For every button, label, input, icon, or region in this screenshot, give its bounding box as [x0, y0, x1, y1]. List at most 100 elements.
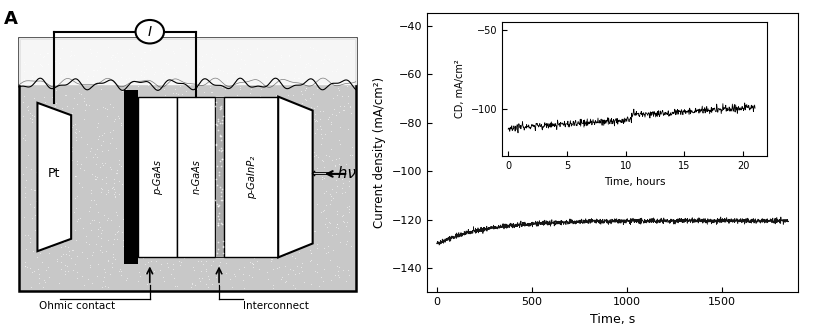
Point: [152, 111, 165, 116]
Point: [52, 232, 65, 237]
Point: [204, 169, 217, 174]
Point: [137, 255, 150, 261]
Point: [274, 135, 287, 140]
Point: [233, 110, 246, 115]
Point: [332, 265, 345, 270]
Point: [20, 165, 33, 170]
Point: [275, 54, 288, 59]
Point: [50, 87, 63, 93]
Text: A: A: [4, 10, 18, 28]
Point: [309, 111, 322, 116]
Point: [138, 261, 151, 267]
Point: [37, 239, 50, 244]
Point: [300, 61, 313, 66]
Point: [319, 221, 332, 226]
Point: [278, 229, 291, 235]
Point: [164, 155, 177, 160]
Point: [155, 184, 168, 189]
Point: [173, 97, 186, 102]
Point: [44, 215, 57, 220]
Point: [336, 186, 349, 191]
Point: [18, 137, 31, 142]
Point: [125, 51, 138, 56]
Point: [320, 188, 333, 194]
Point: [190, 152, 203, 157]
Point: [204, 225, 217, 230]
Point: [226, 70, 239, 76]
Point: [116, 88, 129, 94]
Point: [175, 106, 188, 112]
Point: [122, 132, 135, 138]
Point: [33, 215, 46, 220]
Point: [267, 126, 280, 131]
Point: [173, 45, 186, 50]
Point: [282, 101, 295, 106]
Point: [207, 195, 220, 200]
Point: [141, 260, 154, 265]
Point: [37, 185, 50, 190]
Point: [55, 245, 68, 250]
Point: [82, 208, 95, 214]
Point: [216, 270, 229, 275]
Point: [105, 185, 118, 191]
Point: [185, 285, 198, 290]
Point: [259, 126, 272, 131]
Point: [287, 158, 300, 163]
Point: [271, 204, 284, 209]
Point: [56, 222, 69, 227]
Point: [153, 225, 166, 231]
Point: [210, 250, 223, 256]
Point: [117, 238, 130, 243]
Point: [290, 166, 303, 171]
Point: [86, 79, 99, 85]
Point: [323, 56, 336, 62]
Point: [102, 147, 115, 152]
X-axis label: Time, hours: Time, hours: [604, 177, 665, 187]
Point: [90, 176, 103, 181]
Point: [242, 83, 255, 88]
Point: [31, 197, 44, 202]
Point: [249, 245, 262, 251]
Point: [114, 75, 127, 80]
Point: [103, 76, 116, 81]
Point: [64, 113, 77, 118]
Point: [174, 150, 187, 155]
Point: [271, 70, 284, 75]
Point: [209, 103, 222, 108]
Point: [293, 218, 306, 224]
Point: [323, 201, 336, 206]
Point: [177, 217, 190, 223]
Point: [251, 45, 264, 51]
Point: [245, 86, 258, 91]
Point: [208, 193, 221, 198]
Point: [163, 104, 176, 110]
Point: [83, 220, 96, 226]
Point: [55, 235, 68, 240]
Point: [51, 136, 64, 141]
Point: [254, 139, 267, 145]
Point: [50, 161, 63, 167]
Point: [164, 192, 177, 198]
Point: [175, 153, 188, 158]
Point: [298, 136, 311, 141]
Point: [157, 279, 170, 284]
Point: [311, 154, 324, 160]
Point: [57, 146, 70, 152]
Point: [17, 76, 30, 81]
Point: [160, 60, 173, 66]
Point: [48, 103, 61, 109]
Point: [135, 170, 148, 175]
Point: [295, 229, 308, 235]
Point: [170, 69, 183, 74]
Point: [114, 122, 127, 128]
Point: [195, 258, 208, 263]
Point: [291, 75, 304, 81]
Point: [271, 80, 284, 85]
Point: [112, 192, 125, 197]
Point: [167, 159, 180, 165]
Point: [81, 76, 94, 82]
Point: [205, 218, 218, 223]
Point: [220, 208, 233, 213]
Point: [94, 185, 107, 190]
Point: [173, 176, 186, 181]
